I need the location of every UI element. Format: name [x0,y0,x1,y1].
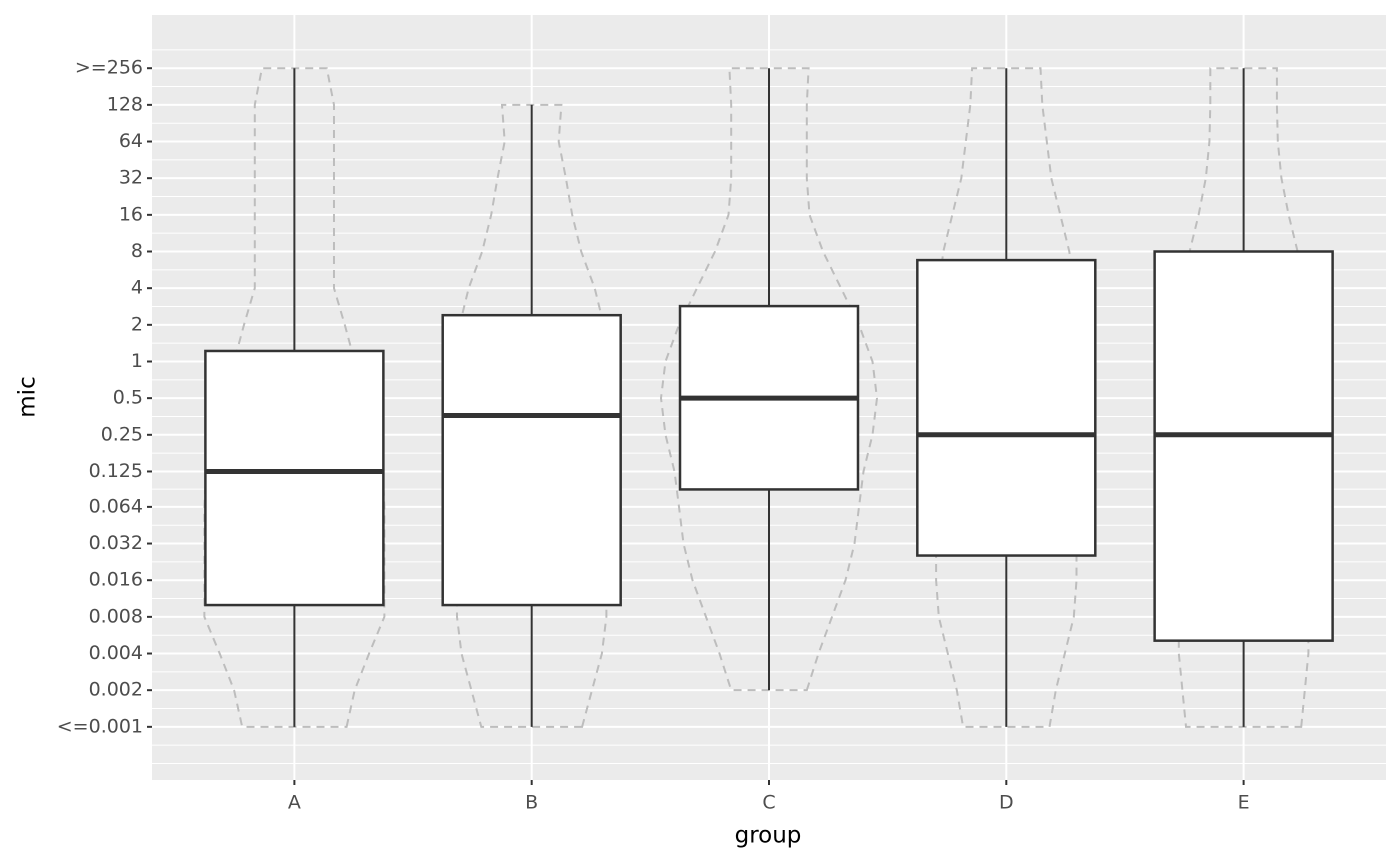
y-tick-label: >=256 [75,57,143,79]
violin [659,67,879,692]
y-tick-label: 2 [131,313,143,335]
box [916,258,1097,557]
y-tick-label: 16 [119,203,143,225]
x-tick-label: A [288,792,301,814]
x-tick-label: C [762,792,775,814]
y-tick-label: 0.008 [89,605,143,627]
box [441,313,622,607]
y-tick-label: 0.016 [89,569,143,591]
y-tick-label: 0.064 [89,495,143,517]
y-tick-label: <=0.001 [57,715,143,737]
box [1153,250,1334,642]
y-tick-label: 0.004 [89,642,143,664]
y-tick-label: 8 [131,240,143,262]
y-tick-label: 128 [107,93,143,115]
y-tick-label: 0.5 [113,387,143,409]
y-tick-label: 0.25 [101,423,143,445]
y-tick-label: 4 [131,277,143,299]
y-tick-label: 0.125 [89,460,143,482]
y-tick-label: 0.032 [89,532,143,554]
x-tick-label: B [525,792,538,814]
x-axis-title: group [735,823,802,849]
violin [935,67,1078,728]
y-tick-label: 64 [119,130,143,152]
x-tick-label: D [999,792,1014,814]
x-tick-label: E [1238,792,1250,814]
y-tick-label: 32 [119,167,143,189]
box [204,349,385,607]
y-tick-label: 0.002 [89,679,143,701]
y-tick-label: 1 [131,350,143,372]
y-axis-title: mic [15,376,41,417]
